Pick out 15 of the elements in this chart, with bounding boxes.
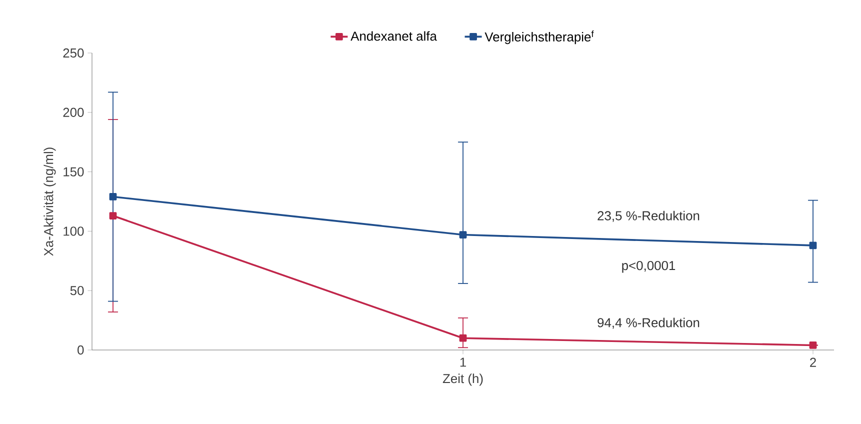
- y-axis-title: Xa-Aktivität (ng/ml): [44, 148, 56, 256]
- annotation: 23,5 %-Reduktion: [598, 210, 700, 222]
- y-tick-label: 150: [64, 167, 84, 176]
- legend-label: Vergleichstherapie$^{f}$: [484, 30, 594, 44]
- y-tick-label: 100: [64, 226, 84, 236]
- y-tick-label: 50: [70, 286, 84, 296]
- y-tick-label: 200: [63, 108, 84, 117]
- y-tick-label: 250: [63, 48, 84, 58]
- legend-label: Andexanet alfa: [350, 31, 437, 41]
- annotation: p<0,0001: [622, 260, 676, 273]
- annotation: 94,4 %-Reduktion: [598, 318, 700, 329]
- x-tick-label: 2: [810, 358, 816, 367]
- y-tick-label: 0: [78, 345, 84, 355]
- x-axis-title: Zeit (h): [442, 374, 483, 386]
- x-tick-label: 1: [460, 358, 466, 367]
